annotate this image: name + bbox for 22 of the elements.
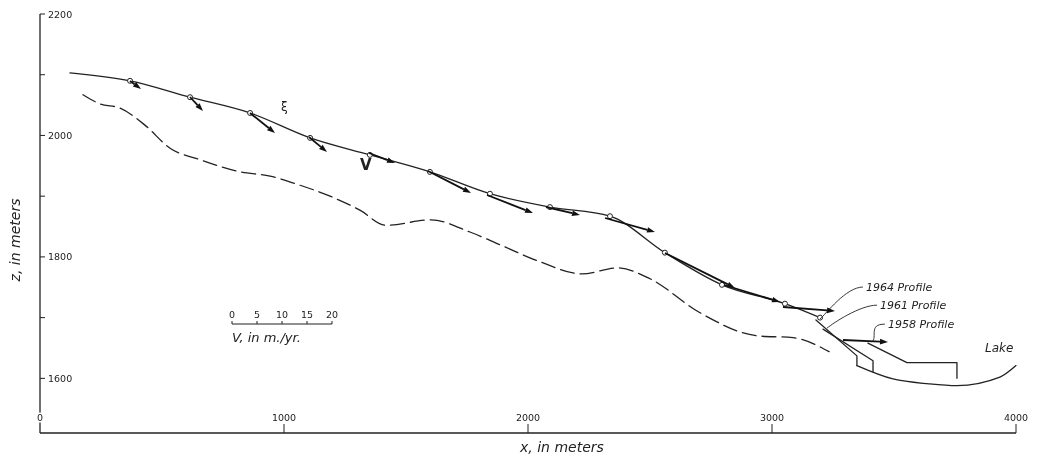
y-axis-title: z, in meters [7,198,23,283]
annotation: Lake [985,341,1014,355]
x-tick-label: 2000 [515,412,541,423]
annotation: ξ [281,100,288,114]
x-tick-label: 3000 [759,412,785,423]
text: 1964 Profile [865,281,933,295]
y-tick-label: 1800 [48,251,73,263]
text: 1961 Profile [880,299,947,313]
x-tick-label: 1000 [271,412,297,423]
annotation: 20 [325,309,339,320]
series-label: 1958 Profile [887,318,955,332]
annotation: V [360,156,372,174]
y-tick-label: 1600 [48,372,73,384]
annotation: 15 [300,309,314,320]
annotation: V, in m./yr. [232,330,301,345]
x-tick-label: 4000 [1003,412,1029,423]
y-tick-label: 2000 [48,129,73,141]
annotation: 5 [253,309,261,320]
y-tick-label: 2200 [48,8,73,20]
annotation: 10 [275,309,289,320]
x-axis-title: x, in meters [519,439,604,455]
annotation: 0 [228,309,236,320]
